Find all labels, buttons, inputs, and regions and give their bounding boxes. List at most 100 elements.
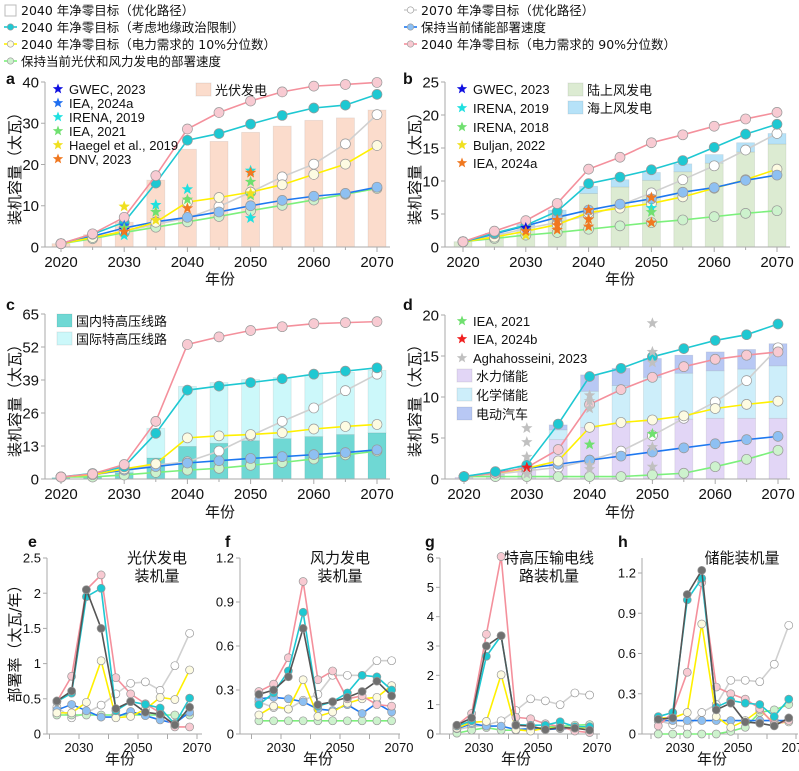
bar-legend-swatch — [56, 313, 73, 328]
y-tick-label: 0.5 — [23, 691, 41, 706]
y-tick-label: 10 — [422, 389, 439, 406]
data-point — [740, 113, 751, 125]
data-point — [182, 211, 193, 223]
reference-star-marker — [582, 213, 595, 225]
data-point — [254, 690, 264, 699]
data-point — [150, 427, 162, 439]
data-point — [668, 729, 678, 739]
bar-segment — [610, 186, 630, 248]
data-point — [741, 453, 752, 465]
bar-legend-label: 国内特高压线路 — [76, 314, 167, 330]
data-point — [328, 666, 337, 676]
panel-annotation: 储能装机量 — [704, 549, 779, 567]
data-point — [387, 701, 396, 711]
series-line — [254, 716, 396, 726]
y-tick-label: 10 — [422, 173, 439, 190]
line-path — [258, 612, 393, 708]
line-path — [56, 586, 191, 726]
data-point — [276, 416, 288, 427]
data-point — [141, 707, 150, 717]
bar-legend-label: 国际特高压线路 — [76, 332, 167, 348]
data-point — [615, 384, 627, 395]
star-legend-icon — [456, 121, 468, 132]
y-tick-label: 15 — [422, 348, 439, 365]
data-point — [372, 692, 382, 702]
data-point — [170, 695, 180, 704]
y-tick-label: 1 — [34, 656, 41, 671]
bar-segment — [304, 119, 324, 248]
chart-panel-b: b 0 5 10 15 20 25 2020 2030 2040 2050 2060 2070 年份 装机容… — [403, 71, 794, 288]
legend-label: 保持当前光伏和风力发电的部署速度 — [21, 54, 222, 69]
panel-letter: b — [403, 71, 413, 88]
reference-star-marker — [520, 229, 532, 240]
y-tick-label: 5 — [431, 430, 439, 447]
legend-marker-icon — [7, 40, 15, 48]
line-path — [56, 658, 191, 719]
data-point — [526, 694, 535, 704]
data-point — [677, 155, 689, 166]
legend-label: 保持当前储能部署速度 — [421, 20, 547, 35]
data-point — [708, 141, 720, 153]
bar-segment — [643, 376, 662, 422]
line-path — [258, 628, 393, 706]
reference-star-marker — [551, 223, 563, 235]
panel-letter: f — [225, 534, 231, 551]
bar-legend-swatch — [195, 82, 212, 97]
data-point — [67, 700, 76, 709]
data-point — [511, 720, 521, 730]
data-point — [697, 565, 707, 575]
series-line — [254, 624, 396, 710]
star-legend-label: IEA, 2021 — [473, 314, 530, 329]
data-point — [340, 365, 351, 377]
data-point — [570, 688, 580, 698]
data-point — [678, 410, 690, 422]
x-tick-label: 2070 — [385, 740, 414, 755]
data-point — [741, 349, 752, 361]
data-point — [771, 169, 783, 181]
x-tick-label: 2050 — [724, 740, 753, 755]
star-legend-icon — [456, 83, 468, 94]
data-point — [308, 423, 320, 435]
series-line — [52, 656, 194, 723]
data-point — [372, 676, 382, 686]
data-point — [740, 207, 751, 219]
bar-segment — [704, 162, 724, 248]
data-point — [343, 716, 352, 726]
line-path — [658, 576, 790, 718]
data-point — [170, 710, 180, 720]
line-path — [456, 556, 590, 734]
bar-legend-swatch — [456, 387, 473, 402]
data-point — [340, 421, 351, 432]
bar-segment — [768, 365, 788, 419]
data-point — [482, 629, 491, 639]
data-point — [614, 151, 626, 163]
data-point — [682, 708, 692, 717]
y-tick-label: 2 — [427, 668, 434, 683]
y-tick-label: 0 — [31, 471, 39, 488]
data-point — [552, 471, 564, 482]
data-point — [254, 700, 264, 710]
data-point — [740, 698, 750, 708]
legend-marker-icon — [7, 23, 15, 31]
data-point — [96, 570, 106, 580]
data-point — [678, 343, 690, 354]
data-point — [371, 419, 383, 430]
reference-star-marker — [150, 214, 162, 225]
star-legend-icon — [52, 125, 64, 136]
x-tick-label: 2070 — [583, 740, 612, 755]
reference-star-marker — [118, 200, 130, 212]
data-point — [496, 670, 506, 680]
x-tick-label: 2040 — [572, 254, 605, 271]
y-tick-label: 40 — [22, 74, 39, 91]
x-tick-label: 2060 — [297, 486, 330, 503]
y-tick-label: 10 — [22, 198, 39, 215]
data-point — [740, 717, 750, 727]
x-tick-label: 2070 — [761, 486, 794, 503]
data-point — [150, 458, 162, 470]
y-axis-label: 装机容量（太瓦） — [406, 105, 424, 225]
x-tick-label: 2070 — [782, 740, 799, 755]
data-point — [682, 590, 692, 599]
y-tick-label: 13 — [22, 438, 39, 455]
